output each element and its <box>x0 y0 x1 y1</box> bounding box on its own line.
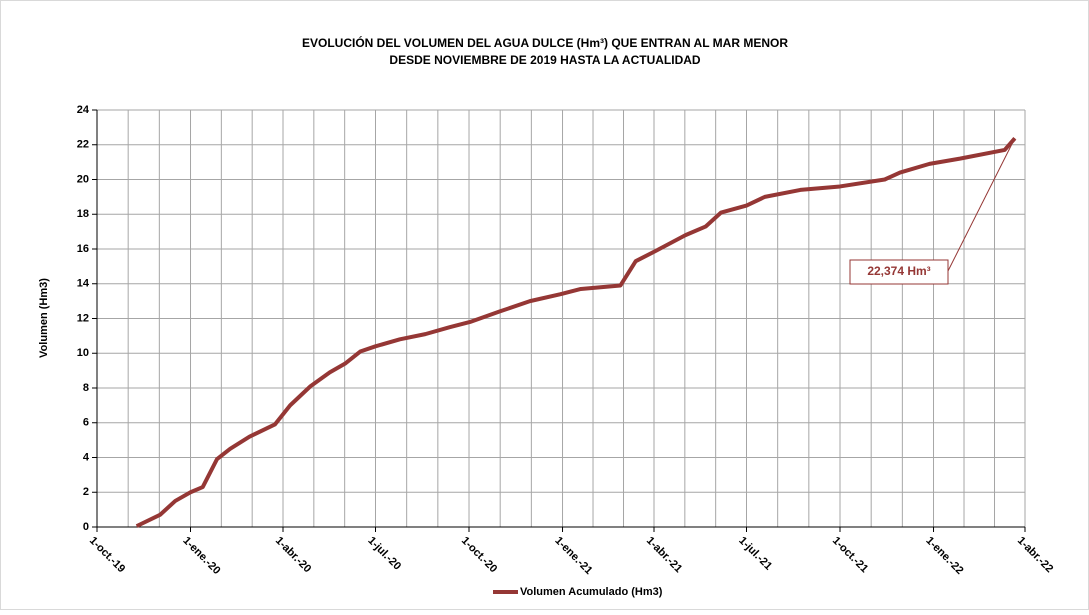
annotation-leader <box>947 138 1016 272</box>
y-tick-label: 4 <box>83 451 90 463</box>
y-tick-label: 8 <box>83 382 89 394</box>
annotation-box <box>849 259 949 285</box>
y-tick-label: 22 <box>77 139 89 151</box>
annotation: 22,374 Hm³ <box>867 264 930 278</box>
line-series <box>135 136 1017 528</box>
y-tick-label: 12 <box>77 312 89 324</box>
y-axis-label: Volumen (Hm3) <box>38 278 50 358</box>
y-tick-label: 2 <box>83 486 89 498</box>
y-tick-label: 0 <box>83 521 89 533</box>
y-tick-label: 24 <box>77 104 90 116</box>
y-tick-label: 20 <box>77 173 89 185</box>
y-tick-label: 10 <box>77 347 89 359</box>
chart-title: EVOLUCIÓN DEL VOLUMEN DEL AGUA DULCE (Hm… <box>302 35 788 50</box>
y-tick-label: 18 <box>77 208 89 220</box>
y-tick-label: 14 <box>77 278 90 290</box>
y-tick-label: 6 <box>83 417 89 429</box>
legend-label: Volumen Acumulado (Hm3) <box>520 586 663 598</box>
y-tick-label: 16 <box>77 243 89 255</box>
chart-subtitle: DESDE NOVIEMBRE DE 2019 HASTA LA ACTUALI… <box>389 53 700 67</box>
